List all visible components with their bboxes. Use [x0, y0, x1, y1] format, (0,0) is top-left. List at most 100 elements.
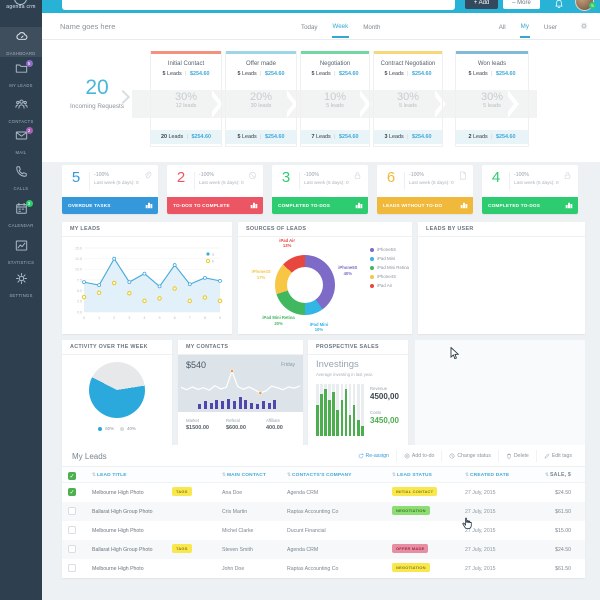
stage-percent-leads: 12 leads — [175, 103, 197, 109]
edit-tags-button[interactable]: Edit tags — [535, 450, 579, 462]
stat-label: Affiliate — [266, 418, 281, 423]
stat-card-2[interactable]: 2 -100% Last week (5 days): 0 TO-DOS TO COM… — [167, 165, 263, 214]
stat-delta: -100% — [94, 172, 109, 178]
activity-legend: 60% 40% — [62, 426, 172, 431]
tab-week[interactable]: Week — [331, 15, 350, 38]
sidebar-item-settings[interactable]: SETTINGS — [0, 269, 42, 299]
costs-value: 3450,00 — [370, 416, 399, 425]
table-row[interactable]: Melbourne High Photo Michel Clarke Ducunt … — [62, 521, 585, 540]
sale-cell: $15.00 — [555, 528, 571, 534]
re-assign-button[interactable]: Re-assign — [351, 450, 396, 462]
table-row[interactable]: Ballarat High Group Photo TAGS Steven Smit… — [62, 540, 585, 559]
folder-icon: 5 — [15, 60, 33, 76]
tab-scope-my[interactable]: My — [519, 15, 530, 38]
my-contacts-panel: MY CONTACTS $540 Friday Market $1500.00 Re… — [178, 340, 303, 445]
row-checkbox[interactable] — [68, 526, 76, 534]
table-row[interactable]: Ballarat High Group Photo Cris Martin Rapt… — [62, 502, 585, 521]
bar-chart-icon — [355, 201, 363, 210]
sidebar-item-label: STATISTICS — [7, 260, 35, 265]
tags-badge: TAGS — [172, 487, 192, 496]
stat-value: 4 — [491, 169, 501, 186]
app-logo-label: agenda crm — [6, 4, 36, 10]
mouse-cursor-hand — [461, 517, 473, 530]
row-checkbox[interactable]: ✓ — [68, 488, 76, 496]
column-header-2[interactable]: ⇅MAIN CONTACT — [222, 472, 267, 478]
sale-cell: $24.50 — [555, 547, 571, 553]
legend-item: iPhone4S — [370, 274, 396, 279]
funnel-stage-4[interactable]: Contract Negotiation 5 Leads | $254.60 30%… — [373, 51, 443, 147]
funnel-stage-2[interactable]: Offer made 5 Leads | $254.60 20% 30 leads 5 … — [225, 51, 297, 147]
leads-by-user-panel: LEADS BY USER — [418, 222, 585, 334]
app-logo[interactable]: agenda crm — [0, 0, 42, 16]
lead-title-cell: Melbourne High Photo — [92, 528, 144, 534]
sidebar-item-my-leads[interactable]: 5 MY LEADS — [0, 59, 42, 89]
lead-title-cell: Ballarat High Group Photo — [92, 509, 153, 515]
table-row[interactable]: ✓ Melbourne High Photo TAGS Ana Doe Agenda C… — [62, 483, 585, 502]
select-all-checkbox[interactable]: ✓ — [68, 472, 76, 480]
sidebar-item-calls[interactable]: CALLS — [0, 162, 42, 192]
sidebar-item-contacts[interactable]: CONTACTS — [0, 95, 42, 125]
row-checkbox[interactable] — [68, 507, 76, 515]
stage-spacer — [226, 118, 296, 130]
column-header-3[interactable]: ⇅CONTACTS'S COMPANY — [287, 472, 352, 478]
main-contact-cell: Steven Smith — [222, 547, 253, 553]
delete-button[interactable]: Delete — [497, 450, 536, 462]
more-button[interactable]: – More — [503, 0, 540, 9]
sidebar-item-calendar[interactable]: 3 CALENDAR — [0, 199, 42, 229]
stage-totals: 7 Leads | $254.60 — [301, 130, 369, 144]
pencil-icon — [544, 453, 550, 460]
column-header-4[interactable]: ⇅LEAD STATUS — [392, 472, 433, 478]
contacts-stat-market: Market $1500.00 — [186, 418, 226, 431]
tab-month[interactable]: Month — [363, 24, 381, 31]
funnel-stage-3[interactable]: Negotiation 5 Leads | $254.60 10% 5 leads 7 … — [300, 51, 370, 147]
svg-text:0: 0 — [83, 316, 85, 320]
funnel-stage-1[interactable]: Initial Contact 5 Leads | $254.60 30% 12 le… — [150, 51, 222, 147]
row-checkbox[interactable] — [68, 564, 76, 572]
main-contact-cell: Ana Doe — [222, 490, 243, 496]
column-header-6[interactable]: ⇅SALE, $ — [545, 472, 571, 478]
stat-card-1[interactable]: 5 -100% Last week (5 days): 0 OVERDUE TASKS — [62, 165, 158, 214]
search-input[interactable]: Search and Filter — [62, 0, 455, 10]
contacts-day: Friday — [281, 362, 295, 368]
add-to-do-button[interactable]: Add to-do — [395, 450, 442, 462]
empty-panel — [415, 340, 585, 445]
stat-value: $600.00 — [226, 425, 246, 431]
activity-pie-chart — [89, 362, 145, 418]
stage-spacer — [456, 118, 528, 130]
column-header-1[interactable]: ⇅LEAD TITLE — [92, 472, 127, 478]
tab-today[interactable]: Today — [301, 24, 318, 31]
pie-legend-item: 40% — [120, 426, 136, 431]
clock-icon — [449, 453, 455, 460]
header-settings-gear-icon[interactable] — [580, 22, 588, 32]
svg-text:5: 5 — [158, 316, 160, 320]
change-status-button[interactable]: Change status — [441, 450, 497, 462]
stage-totals: 2 Leads | $254.60 — [456, 130, 528, 144]
scope-tabs: All My User — [498, 13, 558, 40]
stat-card-4[interactable]: 6 -100% Last week (5 days): 0 LEADS WITHOUT… — [377, 165, 473, 214]
add-button[interactable]: + Add — [465, 0, 498, 9]
notifications-bell-icon[interactable] — [554, 0, 564, 9]
topbar: Search and Filter + Add – More 5 — [42, 0, 600, 13]
sidebar-item-mail[interactable]: 2 MAIL — [0, 126, 42, 156]
sidebar-badge: 5 — [25, 60, 33, 67]
svg-text:1: 1 — [98, 316, 100, 320]
tab-scope-all[interactable]: All — [498, 24, 506, 31]
stat-label: Referal — [226, 418, 240, 423]
sidebar-item-statistics[interactable]: STATISTICS — [0, 236, 42, 266]
column-header-5[interactable]: ⇅CREATED DATE — [465, 472, 510, 478]
tab-scope-user[interactable]: User — [543, 24, 557, 31]
stat-card-5[interactable]: 4 -100% Last week (5 days): 0 COMPLETED TO-… — [482, 165, 578, 214]
stage-conversion: 30% 12 leads — [151, 90, 221, 118]
divider — [89, 172, 90, 190]
stage-name: Initial Contact — [167, 61, 205, 67]
stage-percent: 20% — [249, 91, 273, 103]
lead-title-cell: Melbourne High Photo — [92, 490, 144, 496]
table-row[interactable]: Melbourne High Photo John Doe Raptas Accou… — [62, 559, 585, 578]
svg-text:2.5: 2.5 — [77, 300, 82, 304]
funnel-stage-5[interactable]: Won leads 5 Leads | $254.60 30% 5 leads 2 Le… — [455, 51, 529, 147]
sidebar-item-dashboard[interactable]: DASHBOARD — [0, 27, 42, 57]
sale-cell: $61.50 — [555, 566, 571, 572]
stage-percent-leads: 5 leads — [326, 103, 344, 109]
row-checkbox[interactable] — [68, 545, 76, 553]
stat-card-3[interactable]: 3 -100% Last week (5 days): 0 COMPLETED TO-… — [272, 165, 368, 214]
